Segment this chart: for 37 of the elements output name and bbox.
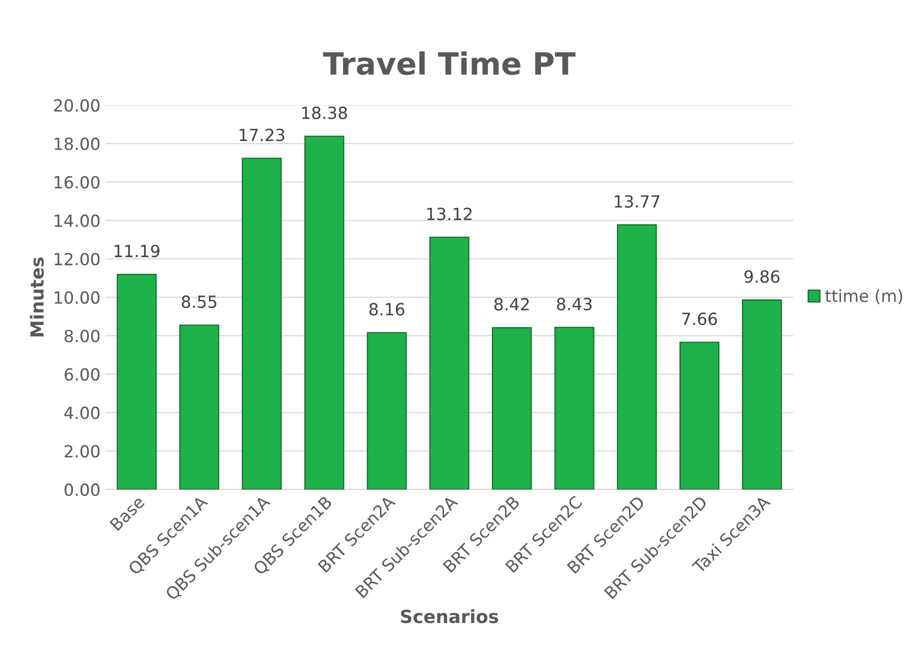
- text: 8.55: [182, 295, 216, 308]
- bar: [679, 342, 720, 490]
- bar: [492, 327, 532, 490]
- text: 13.12: [427, 208, 472, 220]
- text: 8.42: [494, 298, 529, 311]
- text: 7.66: [682, 312, 717, 326]
- bar: [179, 324, 220, 490]
- bar: [242, 158, 282, 490]
- y-tick-label: 10.00: [54, 291, 100, 304]
- bar: [116, 274, 157, 490]
- text: 13.77: [614, 195, 660, 208]
- text: 9.86: [744, 270, 780, 283]
- legend-label: ttime (m): [825, 289, 902, 304]
- bar: [742, 299, 782, 490]
- bar: [304, 136, 344, 490]
- text: 8.43: [556, 298, 592, 310]
- y-tick-label: 20.00: [54, 99, 100, 112]
- text: 8.16: [369, 302, 404, 316]
- y-tick-label: 14.00: [54, 214, 100, 227]
- y-tick-label: 2.00: [64, 444, 100, 458]
- bar: [429, 236, 470, 490]
- y-axis-title: Minutes: [30, 257, 44, 336]
- y-tick-label: 4.00: [64, 406, 100, 420]
- bar: [616, 224, 657, 490]
- bar: [554, 326, 594, 490]
- y-tick-label: 6.00: [64, 368, 100, 381]
- x-axis-title: Scenarios: [401, 609, 498, 624]
- text: 18.38: [302, 106, 347, 120]
- y-tick-label: 18.00: [54, 138, 100, 150]
- bar: [366, 332, 407, 490]
- y-tick-label: 16.00: [54, 176, 100, 189]
- text: 11.19: [114, 244, 160, 258]
- chart-title: Travel Time PT: [323, 51, 576, 75]
- y-tick-label: 0.00: [64, 483, 100, 496]
- y-tick-label: 12.00: [54, 252, 100, 266]
- text: 17.23: [240, 128, 284, 142]
- y-tick-label: 8.00: [64, 330, 100, 342]
